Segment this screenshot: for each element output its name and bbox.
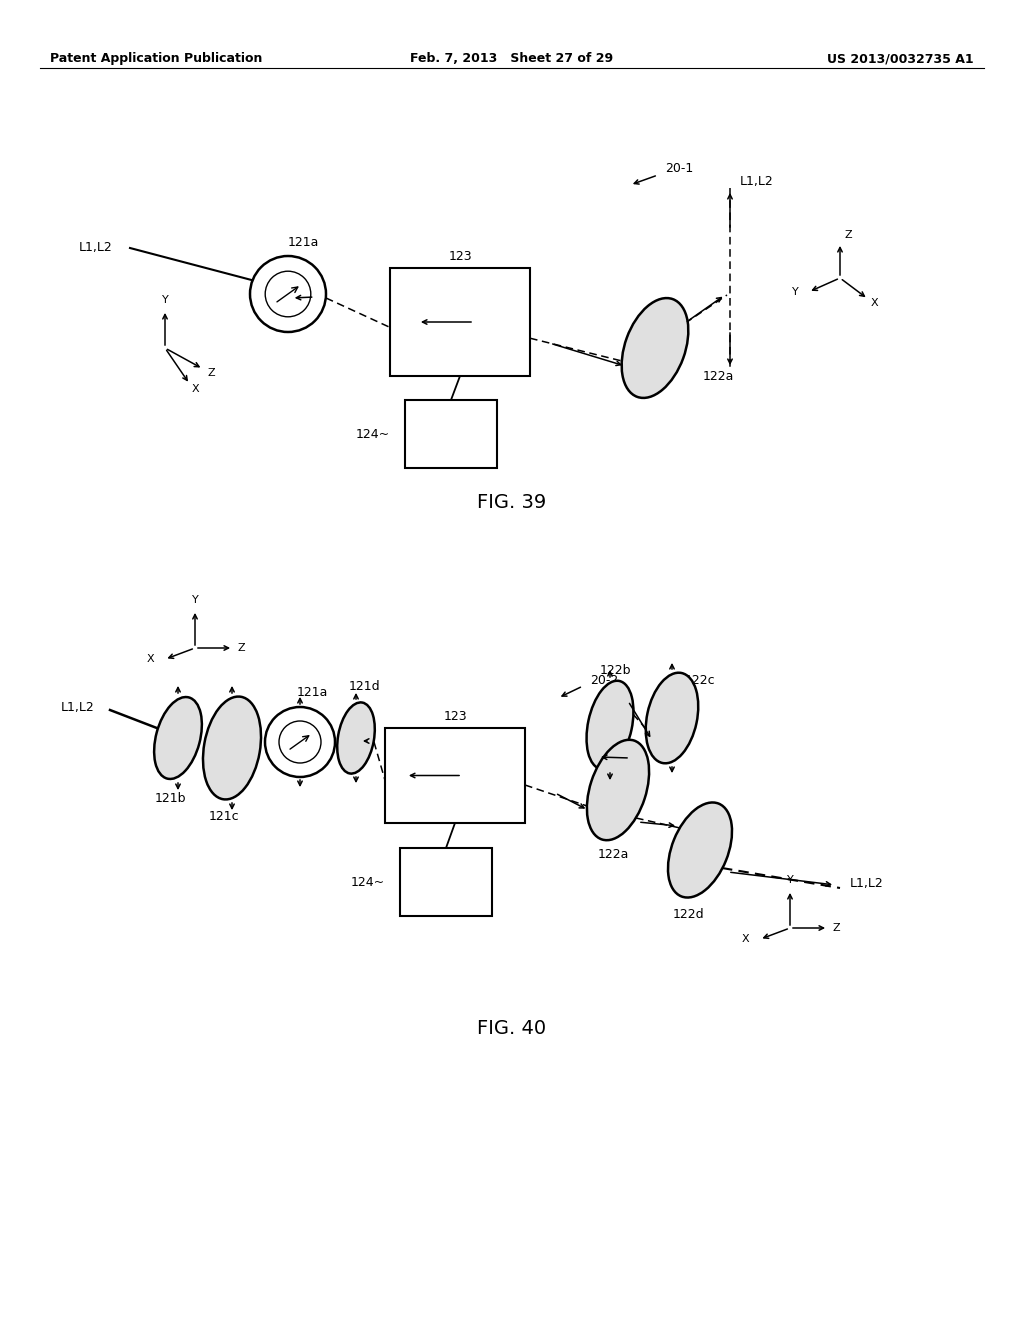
Text: 20-1: 20-1 [665,161,693,174]
Text: 122d: 122d [672,908,703,921]
Text: X: X [742,935,750,944]
Bar [390,268,530,376]
Text: Z: Z [238,643,245,653]
Text: US 2013/0032735 A1: US 2013/0032735 A1 [827,51,974,65]
Text: 20-2: 20-2 [590,673,618,686]
Text: X: X [191,384,200,395]
Bar [385,729,525,822]
Text: 122a: 122a [597,849,629,862]
Text: L1,L2: L1,L2 [740,176,774,189]
Ellipse shape [668,803,732,898]
Text: X: X [147,655,155,664]
Ellipse shape [646,673,698,763]
Ellipse shape [587,739,649,841]
Text: 123: 123 [449,249,472,263]
Text: Z: Z [844,230,852,240]
Text: Z: Z [207,368,215,378]
Text: Y: Y [191,595,199,605]
Text: Y: Y [162,294,168,305]
Circle shape [250,256,326,333]
Text: Feb. 7, 2013   Sheet 27 of 29: Feb. 7, 2013 Sheet 27 of 29 [411,51,613,65]
Bar [400,847,492,916]
Ellipse shape [337,702,375,774]
Text: 121a: 121a [288,235,318,248]
Text: Patent Application Publication: Patent Application Publication [50,51,262,65]
Text: 122b: 122b [599,664,631,676]
Text: Y: Y [792,286,799,297]
Ellipse shape [587,681,634,770]
Text: 124~: 124~ [356,428,390,441]
Text: 123: 123 [443,710,467,722]
Text: 121b: 121b [155,792,185,804]
Text: 121c: 121c [209,809,240,822]
Text: X: X [870,298,878,308]
Text: L1,L2: L1,L2 [78,242,112,255]
Text: Z: Z [833,923,840,933]
Text: 122a: 122a [703,370,734,383]
Text: L1,L2: L1,L2 [61,701,95,714]
Text: FIG. 39: FIG. 39 [477,492,547,511]
Circle shape [265,708,335,777]
Ellipse shape [155,697,202,779]
Text: 121d: 121d [348,680,380,693]
Text: FIG. 40: FIG. 40 [477,1019,547,1038]
Text: 121a: 121a [296,686,328,700]
Ellipse shape [203,697,261,800]
Ellipse shape [622,298,688,397]
Text: L1,L2: L1,L2 [850,876,884,890]
Text: 122c: 122c [685,673,716,686]
Text: Y: Y [786,875,794,884]
Bar [406,400,497,469]
Text: 124~: 124~ [351,875,385,888]
